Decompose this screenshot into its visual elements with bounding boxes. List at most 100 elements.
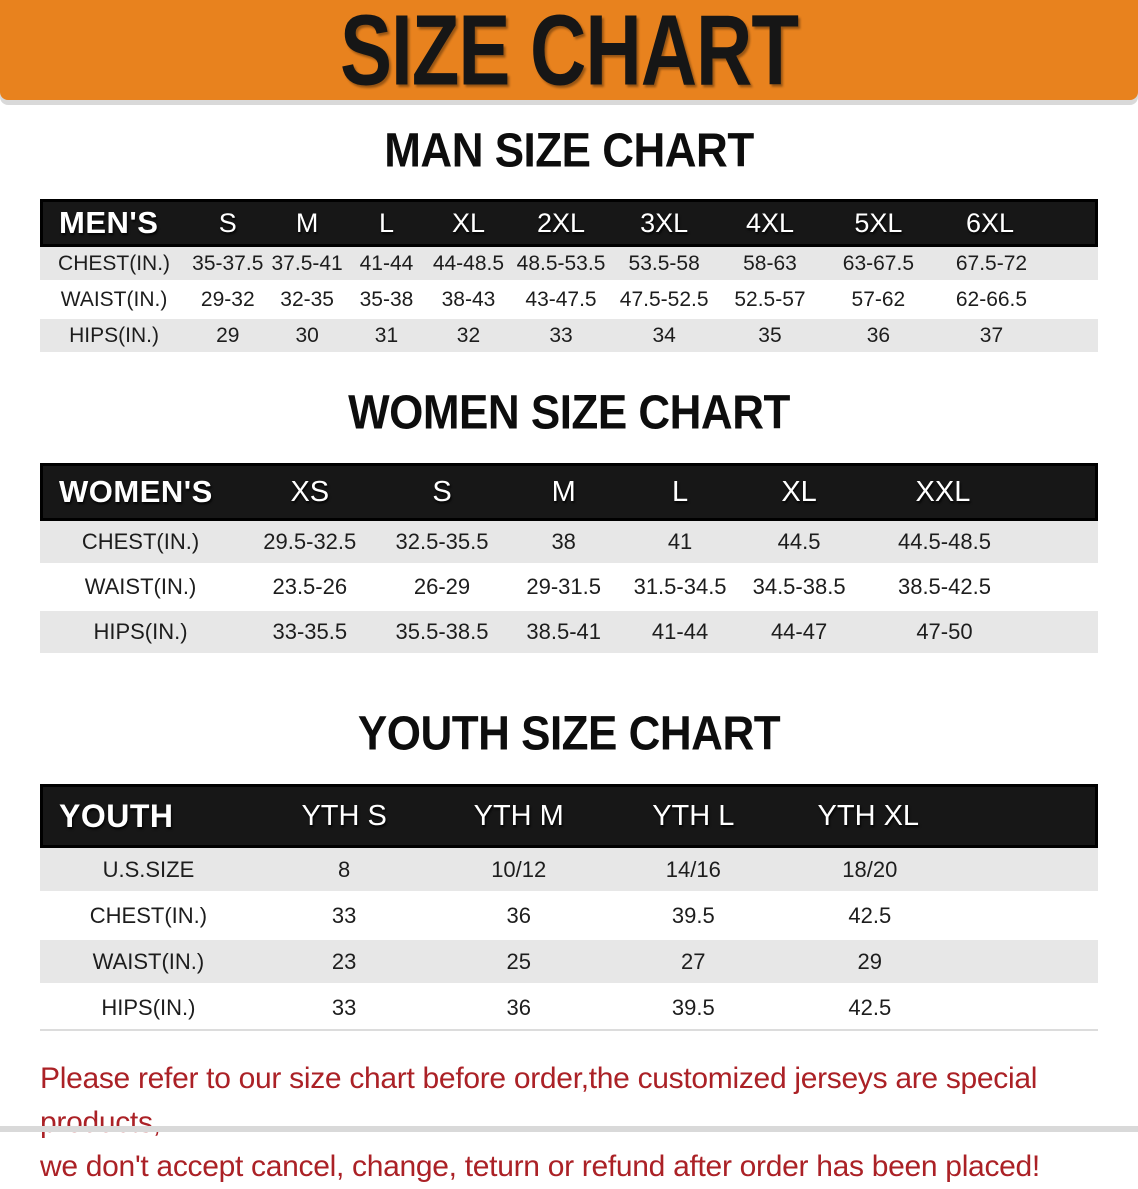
table-row: WAIST(IN.) 29-32 32-35 35-38 38-43 43-47.5 47.… xyxy=(40,283,1098,319)
size-value: 41-44 xyxy=(346,247,427,283)
size-value: 34.5-38.5 xyxy=(738,566,860,611)
size-value: 10/12 xyxy=(431,848,606,894)
size-column-header: 2XL xyxy=(510,199,612,247)
row-group-label: YOUTH xyxy=(40,784,257,848)
size-column-header: YTH S xyxy=(256,784,432,848)
header-row: YOUTH YTH S YTH M YTH L YTH XL xyxy=(40,784,1098,848)
table-row: CHEST(IN.) 29.5-32.5 32.5-35.5 38 41 44.5 44.5… xyxy=(40,521,1098,566)
size-column-header: 3XL xyxy=(611,199,718,247)
size-column-header: 4XL xyxy=(717,199,823,247)
size-value: 32 xyxy=(426,319,511,355)
table-row: WAIST(IN.) 23.5-26 26-29 29-31.5 31.5-34.5 34… xyxy=(40,566,1098,611)
size-column-header: YTH L xyxy=(606,784,781,848)
size-value: 31 xyxy=(346,319,427,355)
size-value: 53.5-58 xyxy=(611,247,718,283)
size-value: 32-35 xyxy=(267,283,347,319)
table-row: HIPS(IN.) 33 36 39.5 42.5 xyxy=(40,986,1098,1031)
measure-label: WAIST(IN.) xyxy=(40,566,242,611)
size-value: 47.5-52.5 xyxy=(611,283,718,319)
size-column-header: S xyxy=(188,199,268,247)
youth-size-table: YOUTH YTH S YTH M YTH L YTH XL U.S.SIZE 8 10/1… xyxy=(40,784,1098,1031)
table-row: HIPS(IN.) 33-35.5 35.5-38.5 38.5-41 41-44 44-… xyxy=(40,611,1098,656)
size-value: 29.5-32.5 xyxy=(241,521,379,566)
size-value: 18/20 xyxy=(780,848,1098,894)
size-value: 38.5-42.5 xyxy=(859,566,1098,611)
size-column-header: XL xyxy=(426,199,511,247)
size-value: 36 xyxy=(431,894,606,940)
size-value: 35-37.5 xyxy=(188,247,268,283)
size-value: 52.5-57 xyxy=(717,283,823,319)
size-value: 34 xyxy=(611,319,718,355)
measure-label: HIPS(IN.) xyxy=(40,319,189,355)
size-chart-banner: SIZE CHART xyxy=(0,0,1138,106)
size-value: 25 xyxy=(431,940,606,986)
disclaimer-text: Please refer to our size chart before or… xyxy=(40,1057,1118,1189)
measure-label: U.S.SIZE xyxy=(40,848,257,894)
size-value: 37.5-41 xyxy=(267,247,347,283)
size-value: 37 xyxy=(933,319,1098,355)
size-value: 42.5 xyxy=(780,894,1098,940)
size-value: 8 xyxy=(256,848,432,894)
size-column-header: XL xyxy=(738,463,860,521)
measure-label: HIPS(IN.) xyxy=(40,611,242,656)
size-value: 31.5-34.5 xyxy=(621,566,739,611)
size-column-header: YTH XL xyxy=(780,784,1098,848)
size-value: 44.5 xyxy=(738,521,860,566)
disclaimer-line-1: Please refer to our size chart before or… xyxy=(40,1062,1038,1139)
size-value: 47-50 xyxy=(859,611,1098,656)
table-row: HIPS(IN.) 29 30 31 32 33 34 35 36 37 xyxy=(40,319,1098,355)
table-row: U.S.SIZE 8 10/12 14/16 18/20 xyxy=(40,848,1098,894)
page-title: SIZE CHART xyxy=(340,0,799,106)
size-column-header: L xyxy=(346,199,427,247)
size-value: 35 xyxy=(717,319,823,355)
men-size-table: MEN'S S M L XL 2XL 3XL 4XL 5XL 6XL CHEST(IN.) 35-3… xyxy=(40,199,1098,355)
size-value: 62-66.5 xyxy=(933,283,1098,319)
measure-label: CHEST(IN.) xyxy=(40,521,242,566)
header-row: WOMEN'S XS S M L XL XXL xyxy=(40,463,1098,521)
women-size-table: WOMEN'S XS S M L XL XXL CHEST(IN.) 29.5-32.5 32.… xyxy=(40,463,1098,656)
size-column-header: M xyxy=(505,463,622,521)
size-value: 23 xyxy=(256,940,432,986)
size-value: 29-32 xyxy=(188,283,268,319)
youth-section-heading: YOUTH SIZE CHART xyxy=(357,706,781,761)
women-section-heading: WOMEN SIZE CHART xyxy=(348,385,790,440)
size-value: 29 xyxy=(188,319,268,355)
size-value: 29-31.5 xyxy=(505,566,622,611)
measure-label: WAIST(IN.) xyxy=(40,283,189,319)
measure-label: CHEST(IN.) xyxy=(40,247,189,283)
size-value: 26-29 xyxy=(378,566,506,611)
size-value: 39.5 xyxy=(606,894,781,940)
size-value: 33 xyxy=(510,319,612,355)
size-column-header: S xyxy=(378,463,506,521)
size-value: 35.5-38.5 xyxy=(378,611,506,656)
size-value: 27 xyxy=(606,940,781,986)
size-column-header: YTH M xyxy=(431,784,606,848)
size-value: 29 xyxy=(780,940,1098,986)
size-value: 38.5-41 xyxy=(505,611,622,656)
size-column-header: XXL xyxy=(859,463,1098,521)
size-column-header: 6XL xyxy=(933,199,1098,247)
table-row: WAIST(IN.) 23 25 27 29 xyxy=(40,940,1098,986)
header-row: MEN'S S M L XL 2XL 3XL 4XL 5XL 6XL xyxy=(40,199,1098,247)
men-section-heading: MAN SIZE CHART xyxy=(384,123,754,178)
size-value: 33-35.5 xyxy=(241,611,379,656)
size-value: 30 xyxy=(267,319,347,355)
table-row: CHEST(IN.) 35-37.5 37.5-41 41-44 44-48.5 48.5… xyxy=(40,247,1098,283)
size-value: 38-43 xyxy=(426,283,511,319)
size-value: 58-63 xyxy=(717,247,823,283)
size-value: 43-47.5 xyxy=(510,283,612,319)
size-value: 33 xyxy=(256,986,432,1031)
size-value: 14/16 xyxy=(606,848,781,894)
row-group-label: WOMEN'S xyxy=(40,463,242,521)
size-value: 44-48.5 xyxy=(426,247,511,283)
table-row: CHEST(IN.) 33 36 39.5 42.5 xyxy=(40,894,1098,940)
disclaimer-line-2: we don't accept cancel, change, teturn o… xyxy=(40,1150,1040,1183)
measure-label: HIPS(IN.) xyxy=(40,986,257,1031)
size-value: 44.5-48.5 xyxy=(859,521,1098,566)
size-column-header: XS xyxy=(241,463,379,521)
row-group-label: MEN'S xyxy=(40,199,189,247)
size-value: 38 xyxy=(505,521,622,566)
size-value: 42.5 xyxy=(780,986,1098,1031)
size-column-header: L xyxy=(621,463,739,521)
size-value: 44-47 xyxy=(738,611,860,656)
